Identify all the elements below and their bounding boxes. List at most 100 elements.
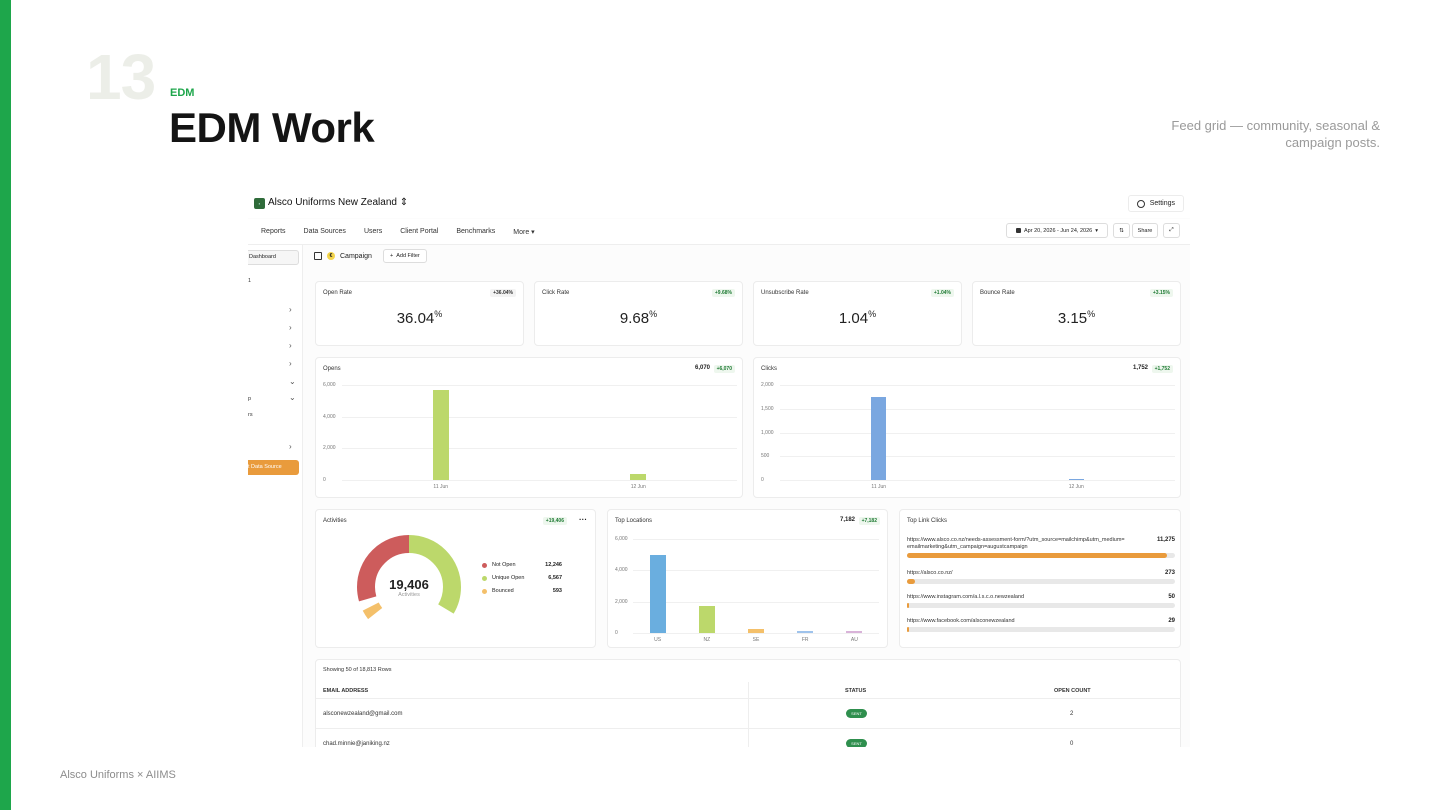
nav-more[interactable]: More ▾	[513, 228, 534, 236]
gear-icon	[1136, 199, 1145, 208]
col-status-header[interactable]: STATUS	[845, 688, 867, 694]
org-switcher[interactable]: Alsco Uniforms New Zealand ⇕	[268, 197, 408, 208]
x-tick-label: 12 Jun	[1068, 484, 1084, 490]
kpi-value: 1.04%	[838, 309, 877, 327]
bar[interactable]	[630, 473, 647, 480]
share-button[interactable]: Share	[1132, 223, 1158, 238]
bar[interactable]	[846, 631, 863, 633]
add-filter-button[interactable]: + Add Filter	[383, 249, 427, 263]
row-email[interactable]: chad.minnie@janiking.nz	[323, 741, 390, 747]
add-data-source-button[interactable]: t Data Source	[248, 460, 299, 475]
clicks-delta: +1,752	[1151, 365, 1173, 373]
legend-dot	[482, 588, 487, 594]
y-tick-label: 0	[615, 630, 618, 636]
legend-unique-open: Unique Open 6,567	[482, 575, 562, 581]
kpi-delta: +36.04%	[490, 289, 516, 297]
recipients-table: Showing 50 of 18,813 Rows EMAIL ADDRESS …	[315, 659, 1181, 747]
sidebar-fragment: 1	[248, 278, 252, 284]
kpi-label: Click Rate	[542, 290, 570, 296]
updown-icon: ⇕	[399, 197, 409, 208]
campaign-icon: €	[327, 252, 335, 260]
bar[interactable]	[748, 629, 764, 633]
kpi-card-open-rate[interactable]: Open Rate +36.04% 36.04%	[315, 281, 524, 346]
y-tick-label: 4,000	[323, 413, 336, 420]
kpi-value: 9.68%	[619, 309, 658, 327]
gridline	[633, 601, 879, 603]
date-range-picker[interactable]: Apr 20, 2026 - Jun 24, 2026 ▾	[1006, 223, 1108, 238]
nav-benchmarks[interactable]: Benchmarks	[456, 228, 496, 235]
gridline	[780, 385, 1175, 386]
more-options-icon[interactable]: ···	[579, 515, 587, 524]
gridline	[342, 385, 737, 386]
bar[interactable]	[432, 389, 449, 480]
donut-total: 19,406	[389, 577, 429, 592]
top-bar: ▪ Alsco Uniforms New Zealand ⇕ Settings	[248, 190, 1190, 218]
gridline	[342, 480, 737, 481]
gridline	[342, 416, 737, 418]
bar[interactable]	[1068, 479, 1084, 480]
x-tick-label: FR	[801, 637, 809, 643]
top-link-clicks-card: Top Link Clicks https://www.alsco.co.nz/…	[899, 509, 1181, 648]
donut-slice[interactable]	[357, 535, 461, 639]
fullscreen-button[interactable]: ⤢	[1163, 223, 1180, 238]
slide-subtitle: Feed grid — community, seasonal & campai…	[1171, 118, 1380, 150]
row-divider	[316, 728, 1181, 729]
link-row[interactable]: https://www.alsco.co.nz/needs-assessment…	[907, 537, 1175, 558]
chevron-right-icon[interactable]: ›	[289, 341, 292, 350]
bar[interactable]	[698, 606, 715, 633]
kpi-value: 36.04%	[396, 309, 443, 327]
chevron-right-icon[interactable]: ›	[289, 323, 292, 332]
kpi-card-unsubscribe-rate[interactable]: Unsubscribe Rate +1.04% 1.04%	[753, 281, 962, 346]
col-open-count-header[interactable]: OPEN COUNT	[1054, 688, 1091, 694]
activities-delta: +19,406	[542, 517, 567, 525]
row-email[interactable]: alsconewzealand@gmail.com	[323, 711, 403, 717]
panel-toggle-icon[interactable]	[314, 252, 322, 260]
link-bar-fill	[907, 579, 916, 584]
nav-client-portal[interactable]: Client Portal	[400, 228, 439, 235]
sidebar-dashboard-item[interactable]: Dashboard	[248, 250, 299, 265]
link-url: https://www.alsco.co.nz/needs-assessment…	[907, 537, 1125, 550]
link-row[interactable]: https://www.instagram.com/a.l.s.c.o.newz…	[907, 594, 1175, 608]
nav-data-sources[interactable]: Data Sources	[303, 228, 346, 235]
col-email-header[interactable]: EMAIL ADDRESS	[323, 688, 369, 694]
expand-icon: ⤢	[1169, 227, 1174, 233]
legend-not-open: Not Open 12,246	[482, 562, 562, 568]
chevron-right-icon[interactable]: ›	[289, 442, 292, 451]
bar[interactable]	[797, 631, 814, 633]
plus-icon: +	[390, 253, 394, 259]
kpi-delta: +1.04%	[930, 289, 954, 297]
kpi-card-bounce-rate[interactable]: Bounce Rate +3.15% 3.15%	[972, 281, 1181, 346]
link-bar-fill	[907, 553, 1167, 558]
kpi-label: Bounce Rate	[980, 290, 1015, 296]
kpi-delta: +9.68%	[711, 289, 735, 297]
nav-users[interactable]: Users	[363, 228, 383, 235]
row-open-count: 2	[1070, 711, 1074, 717]
link-row[interactable]: https://alsco.co.nz/ 273	[907, 570, 1175, 584]
bar[interactable]	[649, 554, 666, 633]
kpi-delta: +3.15%	[1149, 289, 1173, 297]
sidebar: Dashboard 1 › › › › ⌄ p ⌄ rs › t Data So…	[248, 245, 303, 747]
chevron-down-icon[interactable]: ⌄	[289, 393, 296, 402]
nav-reports[interactable]: Reports	[261, 228, 286, 235]
link-bar-track	[907, 579, 1175, 584]
add-filter-label: Add Filter	[396, 253, 420, 259]
chevron-right-icon[interactable]: ›	[289, 305, 292, 314]
date-range-label: Apr 20, 2026 - Jun 24, 2026	[1024, 227, 1093, 234]
bar[interactable]	[871, 397, 887, 480]
org-name: Alsco Uniforms New Zealand	[268, 197, 397, 208]
link-count: 11,275	[1156, 537, 1175, 543]
chevron-right-icon[interactable]: ›	[289, 359, 292, 368]
column-divider	[748, 682, 749, 747]
kpi-value: 3.15%	[1057, 309, 1096, 327]
kpi-card-click-rate[interactable]: Click Rate +9.68% 9.68%	[534, 281, 743, 346]
chevron-down-icon[interactable]: ⌄	[289, 377, 296, 386]
x-tick-label: SE	[752, 637, 760, 643]
clicks-card: Clicks 1,752 +1,752 0 500 1,000 1,500 2,000 1…	[753, 357, 1181, 498]
compare-button[interactable]: ⇅	[1113, 223, 1130, 238]
chevron-down-icon: ▾	[1095, 227, 1098, 234]
gridline	[780, 456, 1175, 458]
settings-button[interactable]: Settings	[1127, 195, 1184, 212]
campaign-filter[interactable]: Campaign	[340, 253, 372, 260]
link-row[interactable]: https://www.facebook.com/alsconewzealand…	[907, 618, 1175, 632]
link-url: https://www.facebook.com/alsconewzealand	[907, 618, 1015, 624]
